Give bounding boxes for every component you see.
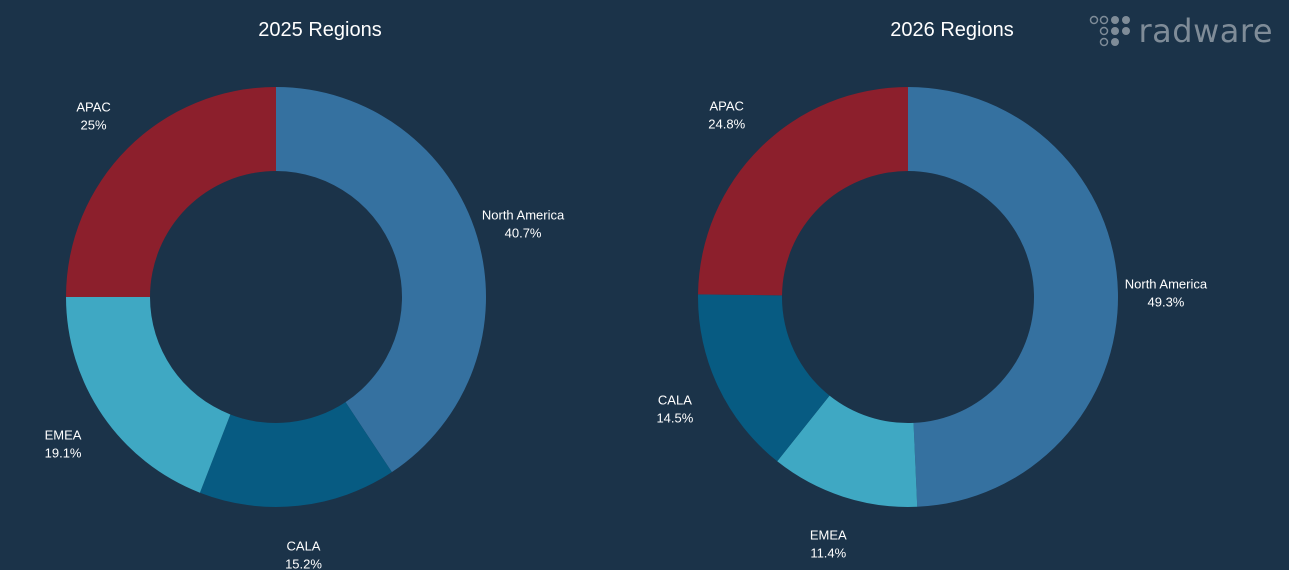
- slice-label-value: 25%: [81, 118, 107, 133]
- slice-label-name: EMEA: [810, 527, 847, 542]
- slice-label-name: North America: [482, 208, 565, 223]
- slice-emea: [66, 297, 231, 493]
- slice-label: EMEA 11.4%: [810, 527, 847, 560]
- slice-label-name: CALA: [658, 393, 692, 408]
- slice-label: APAC 24.8%: [708, 98, 745, 131]
- logo-dots-icon: [1089, 15, 1130, 47]
- donut-chart: North America 49.3% EMEA 11.4% CALA 14.5% APAC…: [656, 87, 1208, 560]
- slice-label-name: APAC: [709, 98, 743, 113]
- slice-north-america: [908, 87, 1118, 507]
- slice-label-value: 24.8%: [708, 116, 745, 131]
- slice-label-name: EMEA: [45, 428, 82, 443]
- chart-title: 2026 Regions: [890, 19, 1014, 41]
- slice-north-america: [276, 87, 487, 473]
- slice-label: North America 49.3%: [1125, 276, 1208, 309]
- chart-title: 2025 Regions: [258, 19, 382, 41]
- slice-label-name: North America: [1125, 276, 1208, 291]
- logo-text: radware: [1138, 12, 1273, 50]
- slice-label-name: APAC: [76, 100, 110, 115]
- chart-2025: 2025 Regions North America 40.7% CALA 15.2%…: [0, 0, 640, 570]
- radware-logo: radware: [1089, 12, 1274, 50]
- slice-label-value: 15.2%: [285, 557, 322, 570]
- slice-emea: [777, 395, 918, 507]
- donut-chart: North America 40.7% CALA 15.2% EMEA 19.1% APAC…: [45, 87, 565, 570]
- slice-label: APAC 25%: [76, 100, 110, 133]
- slice-label-value: 40.7%: [505, 226, 542, 241]
- chart-2026: 2026 Regions North America 49.3% EMEA 11.4%…: [632, 0, 1272, 570]
- slice-label-value: 14.5%: [656, 411, 693, 426]
- slice-cala: [199, 402, 392, 507]
- slice-label-value: 11.4%: [810, 545, 846, 560]
- slice-label-value: 19.1%: [45, 446, 82, 461]
- slice-apac: [698, 87, 908, 296]
- slice-label: North America 40.7%: [482, 208, 565, 241]
- slice-apac: [66, 87, 276, 297]
- slice-label-name: CALA: [287, 539, 321, 554]
- slice-cala: [698, 294, 830, 462]
- slice-label: CALA 14.5%: [656, 393, 693, 426]
- slice-label: CALA 15.2%: [285, 539, 322, 570]
- slice-label: EMEA 19.1%: [45, 428, 82, 461]
- slice-label-value: 49.3%: [1148, 294, 1185, 309]
